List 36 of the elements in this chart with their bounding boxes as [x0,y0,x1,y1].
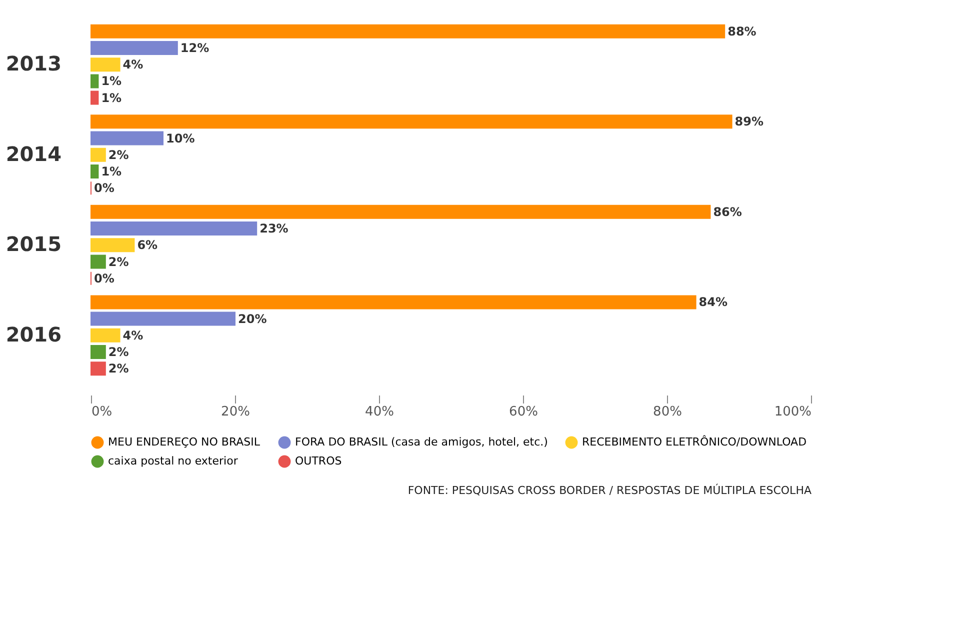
data-label: 0% [94,181,114,196]
data-label: 12% [180,40,210,55]
x-tick-label: 80% [653,404,682,420]
x-tick-label: 20% [221,404,250,420]
x-tick-label: 40% [365,404,394,420]
data-label: 88% [728,24,756,38]
data-label: 10% [166,131,195,146]
data-label: 0% [94,271,114,286]
data-label: 2% [108,148,129,162]
data-label: 1% [101,74,122,88]
y-tick-label: 2015 [6,232,62,256]
y-tick-label: 2014 [6,142,62,166]
data-label: 23% [260,222,288,236]
source-note: FONTE: PESQUISAS CROSS BORDER / RESPOSTAS DE MÚLTIPLA ESCOLHA [408,483,812,497]
data-label: 86% [713,204,742,219]
legend-label: OUTROS [295,454,342,468]
data-label: 4% [122,58,144,72]
x-tick-label: 0% [92,404,112,420]
data-label: 84% [698,295,728,310]
data-label: 2% [108,254,129,269]
legend-label: caixa postal no exterior [108,454,238,468]
data-label: 20% [238,312,267,326]
x-tick-label: 60% [509,404,538,420]
y-tick-label: 2016 [6,322,62,346]
x-tick-label: 100% [774,404,812,420]
data-label: 1% [101,164,122,178]
y-tick-label: 2013 [6,52,62,76]
legend-label: MEU ENDEREÇO NO BRASIL [108,436,261,449]
legend-label: FORA DO BRASIL (casa de amigos, hotel, etc.) [295,436,548,449]
data-label: 89% [734,114,764,129]
data-label: 6% [137,238,158,252]
data-label: 2% [108,362,129,376]
data-label: 2% [108,345,129,360]
data-label: 1% [101,90,122,105]
data-label: 4% [122,328,144,342]
legend-label: RECEBIMENTO ELETRÔNICO/DOWNLOAD [582,434,807,449]
